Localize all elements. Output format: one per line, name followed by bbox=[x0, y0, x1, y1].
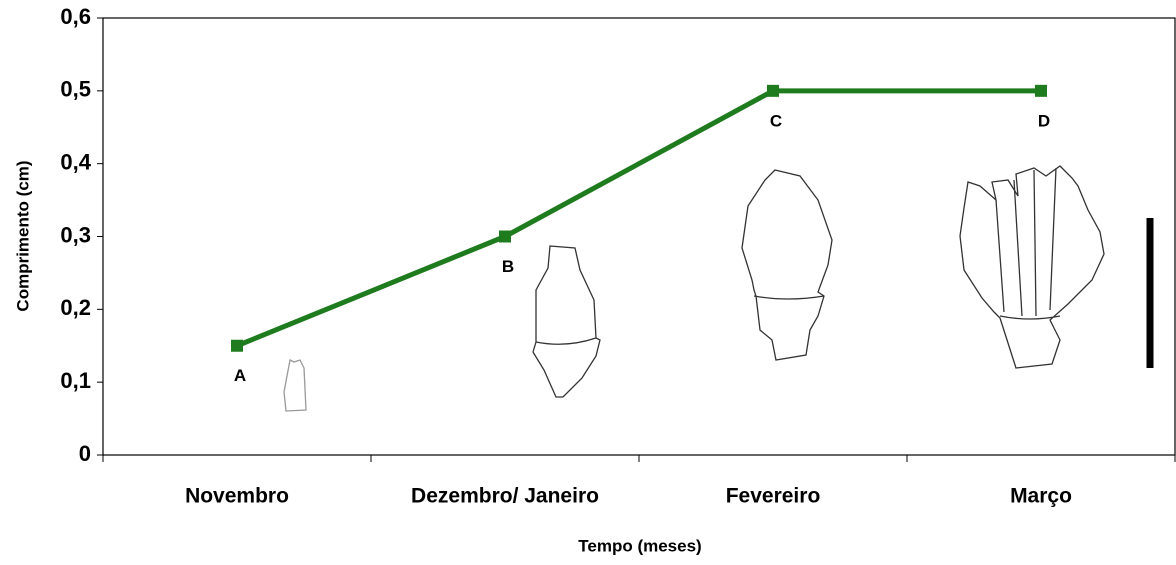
point-label: A bbox=[234, 366, 246, 385]
illustration-a bbox=[283, 359, 307, 412]
data-point bbox=[767, 84, 779, 97]
y-tick-label: 0,6 bbox=[60, 4, 91, 29]
illustration-c bbox=[741, 169, 833, 361]
x-axis-label: Tempo (meses) bbox=[578, 536, 701, 555]
x-tick-label: Março bbox=[1010, 485, 1072, 508]
y-tick-label: 0,1 bbox=[60, 368, 91, 393]
y-tick-label: 0,5 bbox=[60, 77, 91, 102]
data-point bbox=[1035, 84, 1047, 97]
point-label: D bbox=[1038, 111, 1050, 130]
data-line bbox=[236, 88, 1041, 349]
illustration-b bbox=[532, 245, 601, 398]
y-tick-label: 0,2 bbox=[60, 295, 91, 320]
data-point bbox=[231, 339, 243, 352]
x-tick-label: Dezembro/ Janeiro bbox=[411, 485, 599, 508]
illustration-d bbox=[959, 165, 1105, 369]
plot-frame bbox=[102, 17, 1176, 456]
y-tick-label: 0 bbox=[79, 441, 91, 466]
point-label: B bbox=[502, 257, 514, 276]
illustrations bbox=[283, 165, 1154, 412]
y-axis-label: Comprimento (cm) bbox=[13, 160, 32, 311]
y-tick-label: 0,3 bbox=[60, 222, 91, 247]
y-tick-label: 0,4 bbox=[60, 149, 91, 174]
point-label: C bbox=[770, 111, 782, 130]
data-point bbox=[499, 230, 511, 243]
x-tick-label: Novembro bbox=[185, 485, 289, 508]
x-tick-label: Fevereiro bbox=[726, 485, 821, 508]
